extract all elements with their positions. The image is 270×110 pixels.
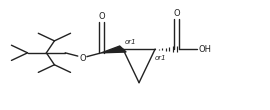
Text: or1: or1 xyxy=(154,55,166,61)
Text: OH: OH xyxy=(198,45,211,54)
Text: O: O xyxy=(98,12,105,21)
Text: O: O xyxy=(173,9,180,18)
Text: O: O xyxy=(79,54,86,63)
Polygon shape xyxy=(102,46,126,53)
Text: or1: or1 xyxy=(124,39,136,45)
